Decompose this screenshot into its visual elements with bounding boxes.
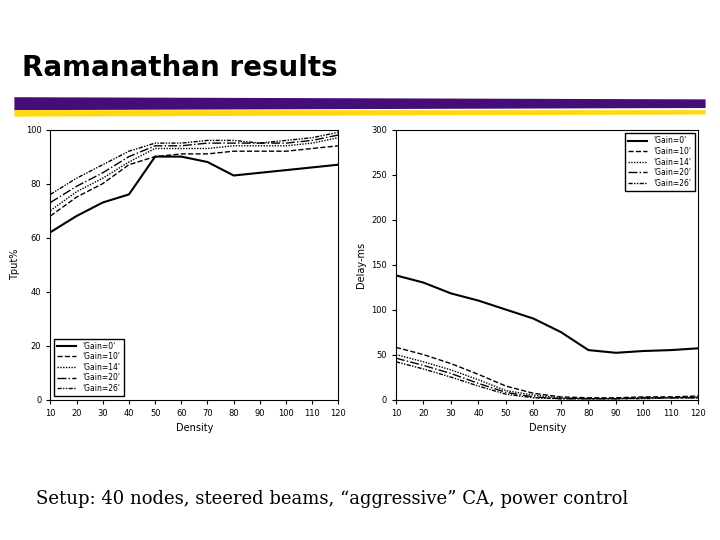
Legend: 'Gain=0', 'Gain=10', 'Gain=14', 'Gain=20', 'Gain=26': 'Gain=0', 'Gain=10', 'Gain=14', 'Gain=20…: [625, 133, 695, 191]
Y-axis label: Delay-ms: Delay-ms: [356, 241, 366, 288]
X-axis label: Density: Density: [176, 423, 213, 433]
Text: Setup: 40 nodes, steered beams, “aggressive” CA, power control: Setup: 40 nodes, steered beams, “aggress…: [36, 490, 629, 508]
Y-axis label: Tput%: Tput%: [10, 249, 20, 280]
Polygon shape: [14, 97, 706, 110]
Legend: 'Gain=0', 'Gain=10', 'Gain=14', 'Gain=20', 'Gain=26': 'Gain=0', 'Gain=10', 'Gain=14', 'Gain=20…: [54, 339, 124, 396]
X-axis label: Density: Density: [528, 423, 566, 433]
Text: Ramanathan results: Ramanathan results: [22, 54, 337, 82]
Polygon shape: [14, 110, 706, 117]
